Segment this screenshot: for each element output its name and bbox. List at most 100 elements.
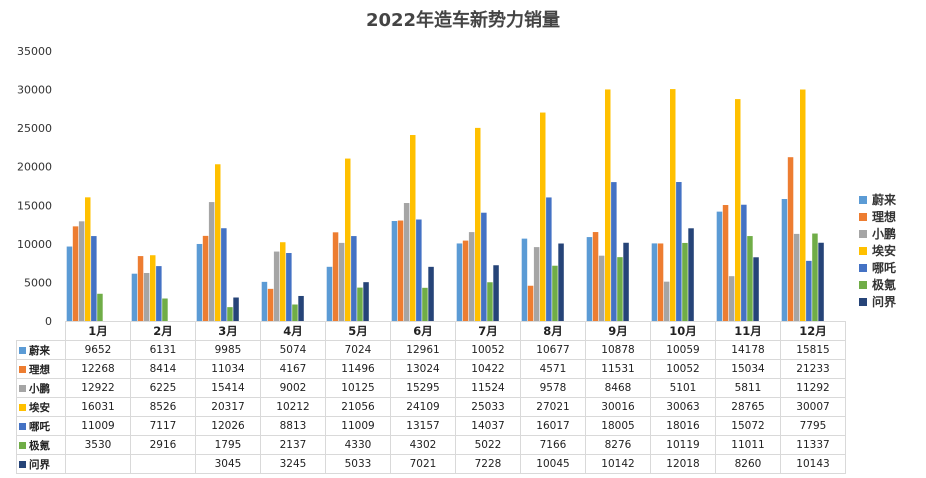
table-cell: 5022 (455, 435, 521, 455)
bar (78, 221, 85, 321)
bar (208, 202, 215, 321)
bar (72, 226, 79, 321)
table-cell: 4571 (520, 359, 586, 379)
table-cell: 30007 (780, 397, 846, 417)
table-series-swatch (19, 347, 26, 354)
bar (233, 297, 239, 321)
legend-item: 理想 (859, 208, 896, 225)
legend-item: 极氪 (859, 276, 896, 293)
table-cell: 11009 (325, 416, 391, 436)
table-cell: 14037 (455, 416, 521, 436)
bar (623, 242, 629, 321)
bar (397, 220, 404, 321)
table-cell: 2137 (260, 435, 326, 455)
table-cell: 7166 (520, 435, 586, 455)
y-tick-label: 35000 (17, 45, 52, 58)
table-cell: 25033 (455, 397, 521, 417)
bar (273, 251, 280, 321)
table-cell: 12922 (65, 378, 131, 398)
table-cell: 11531 (585, 359, 651, 379)
table-row: 小鹏 12922 6225 15414 9002 10125 15295 11524 9578 8… (16, 378, 846, 398)
table-series-label: 小鹏 (16, 378, 66, 398)
bar (66, 246, 73, 321)
table-cell: 15034 (715, 359, 781, 379)
table-cell: 7021 (390, 454, 456, 474)
y-tick-label: 10000 (17, 238, 52, 251)
table-cell: 1795 (195, 435, 261, 455)
bar (267, 288, 274, 321)
bar (91, 236, 97, 321)
bar (85, 197, 91, 321)
bar (280, 242, 286, 321)
table-cell: 21056 (325, 397, 391, 417)
table-cell: 10677 (520, 340, 586, 360)
bar (546, 197, 552, 321)
bar (682, 242, 688, 321)
legend-swatch (859, 263, 867, 272)
bar (326, 266, 333, 321)
table-cell: 7117 (130, 416, 196, 436)
legend-item: 埃安 (859, 242, 896, 259)
table-cell: 5101 (650, 378, 716, 398)
bar (462, 240, 469, 321)
table-cell: 9002 (260, 378, 326, 398)
table-cell: 30063 (650, 397, 716, 417)
table-cell: 11496 (325, 359, 391, 379)
table-cell: 15414 (195, 378, 261, 398)
bar (800, 89, 806, 322)
table-cell: 30016 (585, 397, 651, 417)
table-series-swatch (19, 385, 26, 392)
table-cell (130, 454, 196, 474)
bar (617, 257, 623, 321)
table-cell: 10878 (585, 340, 651, 360)
bar (156, 266, 162, 321)
x-tick-label: 4月 (260, 321, 326, 341)
table-cell: 18016 (650, 416, 716, 436)
table-cell: 12961 (390, 340, 456, 360)
table-cell: 5033 (325, 454, 391, 474)
table-cell: 4330 (325, 435, 391, 455)
bar (793, 233, 800, 321)
table-cell: 20317 (195, 397, 261, 417)
bar (812, 233, 818, 321)
legend-swatch (859, 229, 867, 238)
bar (735, 99, 741, 321)
bar (345, 158, 351, 321)
chart-legend: 蔚来 理想 小鹏 埃安 哪吒 极氪 问界 (859, 191, 896, 310)
table-cell: 11524 (455, 378, 521, 398)
table-cell: 7795 (780, 416, 846, 436)
bar (456, 243, 463, 321)
table-row: 理想 12268 8414 11034 4167 11496 13024 10422 4571 1… (16, 359, 846, 379)
table-corner-cell (16, 321, 66, 341)
bar (753, 257, 759, 321)
table-series-label: 埃安 (16, 397, 66, 417)
table-row: 蔚来 9652 6131 9985 5074 7024 12961 10052 10677 108… (16, 340, 846, 360)
table-row: 问界 3045 3245 5033 7021 7228 10045 10142 12018 826… (16, 454, 846, 474)
table-cell: 10422 (455, 359, 521, 379)
table-cell: 14178 (715, 340, 781, 360)
table-cell: 10045 (520, 454, 586, 474)
bar (741, 204, 747, 321)
legend-swatch (859, 297, 867, 306)
table-cell: 5811 (715, 378, 781, 398)
table-series-swatch (19, 461, 26, 468)
table-cell: 6225 (130, 378, 196, 398)
bar (286, 253, 292, 321)
legend-swatch (859, 246, 867, 255)
table-header-row: 1月 2月 3月 4月 5月 6月 7月 8月 9月 10月 11月 12月 (16, 321, 846, 341)
bar (540, 112, 546, 321)
legend-label: 蔚来 (872, 193, 897, 207)
legend-item: 哪吒 (859, 259, 896, 276)
bar (196, 243, 203, 321)
bar (781, 199, 788, 321)
bar (747, 236, 753, 321)
table-row: 哪吒 11009 7117 12026 8813 11009 13157 14037 16017… (16, 416, 846, 436)
table-cell: 10119 (650, 435, 716, 455)
bar (162, 298, 168, 321)
x-tick-label: 7月 (455, 321, 521, 341)
bar (422, 287, 428, 321)
bar (487, 282, 493, 321)
table-cell: 21233 (780, 359, 846, 379)
table-cell: 10212 (260, 397, 326, 417)
table-cell: 6131 (130, 340, 196, 360)
